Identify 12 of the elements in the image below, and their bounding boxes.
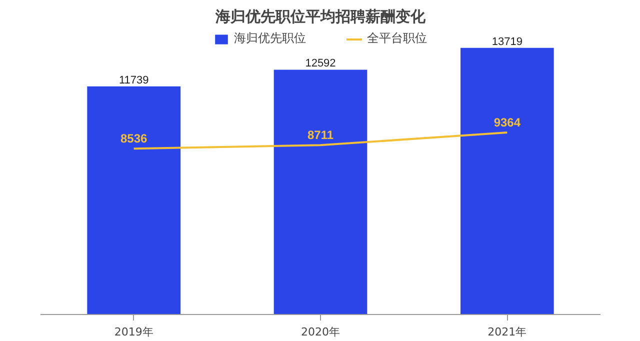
x-tick-label: 2019年: [114, 326, 154, 338]
data-label: 9364: [494, 115, 521, 130]
data-label: 8536: [120, 132, 148, 146]
x-tick-label: 2020年: [301, 326, 340, 338]
legend-label: 全平台职位: [367, 30, 427, 47]
data-label: 8711: [307, 128, 334, 142]
x-tick-label: 2021年: [488, 326, 527, 338]
chart-title: 海归优先职位平均招聘薪酬变化: [214, 8, 426, 26]
data-label: 12592: [305, 58, 336, 70]
data-label: 11739: [118, 74, 149, 86]
data-label: 13719: [492, 36, 522, 48]
legend-label: 海归优先职位: [234, 30, 306, 47]
